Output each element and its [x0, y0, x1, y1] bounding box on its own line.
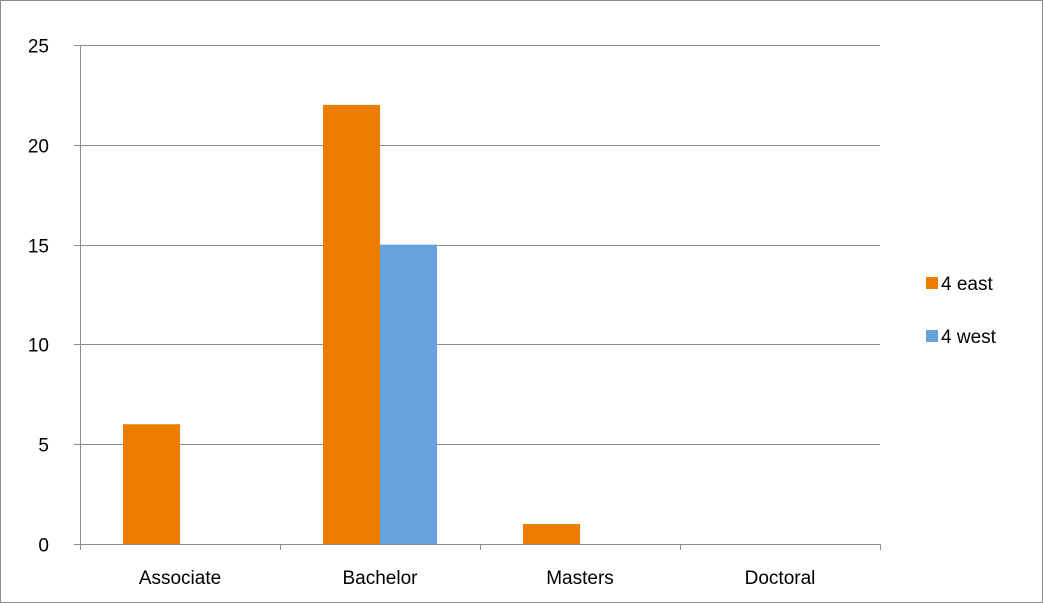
y-tick-label-20: 20	[28, 137, 49, 158]
bar-masters-4-east	[523, 524, 580, 544]
axes	[74, 45, 881, 550]
legend-swatch-4-east	[926, 277, 938, 289]
x-tick-label-associate: Associate	[139, 568, 221, 589]
gridlines	[74, 45, 880, 445]
y-tick-labels: 0 5 10 15 20 25	[28, 37, 49, 557]
x-tick-labels: Associate Bachelor Masters Doctoral	[139, 568, 816, 589]
legend-label-4-west: 4 west	[941, 327, 997, 348]
legend-swatch-4-west	[926, 330, 938, 342]
bar-bachelor-4-west	[380, 244, 437, 544]
bar-associate-4-east	[123, 424, 180, 544]
y-tick-label-0: 0	[38, 536, 49, 557]
x-tick-label-doctoral: Doctoral	[745, 568, 816, 589]
legend: 4 east 4 west	[926, 274, 997, 348]
y-tick-label-10: 10	[28, 336, 49, 357]
x-tick-label-bachelor: Bachelor	[343, 568, 419, 589]
bars	[123, 104, 580, 544]
x-tick-label-masters: Masters	[546, 568, 614, 589]
y-tick-label-15: 15	[28, 237, 49, 258]
bar-bachelor-4-east	[323, 104, 380, 544]
y-tick-label-25: 25	[28, 37, 49, 58]
y-tick-label-5: 5	[38, 436, 49, 457]
legend-label-4-east: 4 east	[941, 274, 993, 295]
